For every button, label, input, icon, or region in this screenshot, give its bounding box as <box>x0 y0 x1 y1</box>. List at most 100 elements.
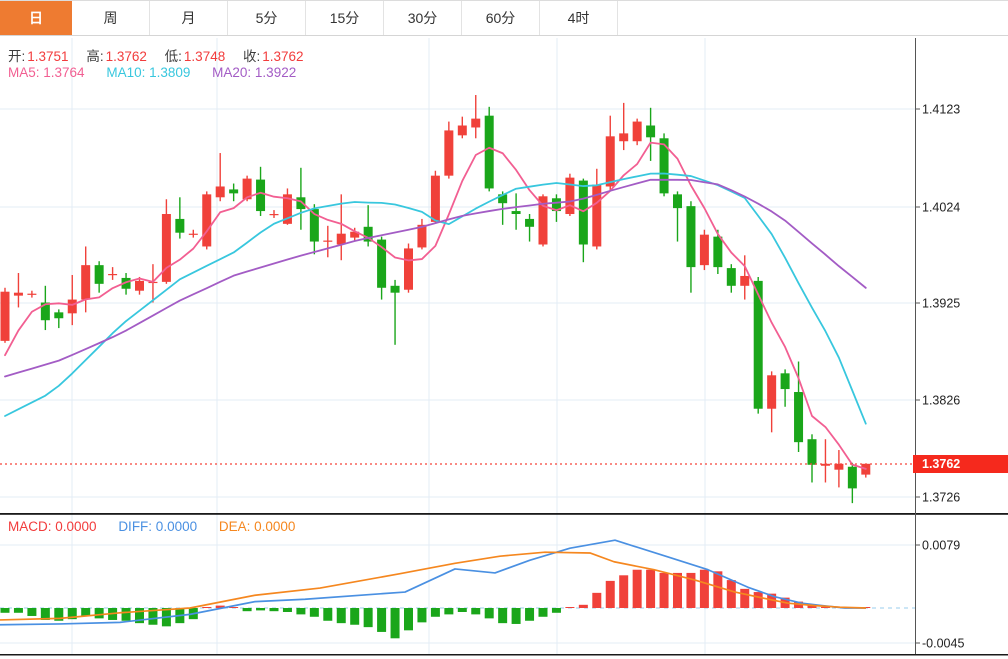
candle-body <box>767 375 777 409</box>
macd-bar <box>296 608 306 615</box>
price-axis-label: 1.3826 <box>922 394 960 408</box>
candle-body <box>740 275 750 286</box>
macd-bar <box>699 569 709 608</box>
candle-body <box>605 136 615 187</box>
candle-body <box>390 285 400 293</box>
candle-body <box>619 133 629 142</box>
macd-bar <box>726 580 736 608</box>
candle-body <box>336 233 346 245</box>
candle-body <box>94 265 104 284</box>
tab-15分[interactable]: 15分 <box>306 1 384 35</box>
macd-histogram <box>0 569 871 639</box>
candle-body <box>699 234 709 266</box>
candle-body <box>807 439 817 465</box>
macd-bar <box>619 575 629 608</box>
macd-bar <box>551 608 561 613</box>
macd-bar <box>417 608 427 623</box>
candle-body <box>726 268 736 286</box>
diff-line <box>0 539 866 626</box>
price-axis-label: 1.4024 <box>922 201 960 215</box>
macd-bar <box>713 571 723 608</box>
candle-body <box>847 466 857 489</box>
candle-body <box>377 239 387 288</box>
macd-bar <box>632 569 642 608</box>
macd-bar <box>135 608 144 624</box>
ma20-line <box>4 178 867 378</box>
macd-bar <box>323 608 333 621</box>
candle-body <box>121 277 131 289</box>
macd-bar <box>40 608 50 620</box>
macd-bar <box>673 572 682 608</box>
macd-bar <box>565 607 575 608</box>
candle-body <box>161 214 171 282</box>
tab-4时[interactable]: 4时 <box>540 1 618 35</box>
candle-body <box>794 392 804 443</box>
ma5-line <box>4 141 867 470</box>
price-axis-label: 1.3925 <box>922 297 960 311</box>
candle-body <box>498 194 508 204</box>
macd-bar <box>484 608 494 619</box>
macd-bar <box>767 593 777 608</box>
macd-bar <box>269 608 279 612</box>
candle-body <box>578 180 588 245</box>
chart-bottom-border <box>0 654 1008 656</box>
candle-body <box>175 218 185 233</box>
macd-bar <box>390 608 400 639</box>
candle-body <box>13 292 23 296</box>
tab-日[interactable]: 日 <box>0 1 72 35</box>
candles-layer <box>0 95 871 504</box>
macd-bar <box>13 608 23 613</box>
tab-60分[interactable]: 60分 <box>462 1 540 35</box>
macd-bar <box>511 608 521 624</box>
candle-body <box>417 224 427 248</box>
grid-layer <box>0 38 915 654</box>
candle-body <box>404 248 413 290</box>
macd-bar <box>282 608 292 612</box>
chart-root: 1.4123 1.4024 1.3925 1.3826 1.3726 0.0079 -0.0… <box>0 38 1008 656</box>
candle-body <box>646 125 656 138</box>
chart-canvas[interactable]: 1.4123 1.4024 1.3925 1.3826 1.3726 0.0079 -0.0… <box>0 37 1008 659</box>
candle-body <box>834 463 844 470</box>
candle-body <box>229 189 239 194</box>
macd-bar <box>27 608 37 616</box>
price-axis-label: 1.3726 <box>922 491 960 505</box>
tab-周[interactable]: 周 <box>72 1 150 35</box>
current-price-tag: 1.3762 <box>913 455 1008 473</box>
candle-body <box>659 138 669 194</box>
macd-bar <box>81 608 91 616</box>
macd-bar <box>498 608 508 624</box>
tab-月[interactable]: 月 <box>150 1 228 35</box>
candle-body <box>632 121 642 142</box>
candle-body <box>686 206 696 268</box>
macd-bar <box>256 608 266 611</box>
candle-body <box>471 118 481 128</box>
candle-body <box>457 125 467 136</box>
macd-bar <box>350 608 360 625</box>
candle-body <box>820 463 830 466</box>
candle-body <box>525 218 535 227</box>
macd-bar <box>94 608 104 619</box>
candle-body <box>323 240 333 242</box>
candle-body <box>282 194 292 224</box>
macd-bar <box>121 608 131 621</box>
macd-bar <box>457 608 467 612</box>
candle-body <box>0 291 10 341</box>
tab-30分[interactable]: 30分 <box>384 1 462 35</box>
chart-area[interactable]: 1.4123 1.4024 1.3925 1.3826 1.3726 0.0079 -0.0… <box>0 37 1008 659</box>
candle-body <box>40 302 50 321</box>
candle-body <box>713 236 723 268</box>
macd-bar <box>242 608 252 612</box>
candle-body <box>551 198 561 212</box>
macd-bar <box>820 607 830 608</box>
candle-body <box>309 209 319 242</box>
candle-body <box>27 293 37 295</box>
candle-body <box>202 194 212 247</box>
macd-bar <box>605 580 615 608</box>
tab-5分[interactable]: 5分 <box>228 1 306 35</box>
macd-bar <box>148 608 158 625</box>
dea-line <box>0 551 867 621</box>
candle-body <box>592 184 602 247</box>
macd-bar <box>471 608 481 615</box>
macd-bar <box>404 608 413 631</box>
macd-bar <box>578 604 588 608</box>
